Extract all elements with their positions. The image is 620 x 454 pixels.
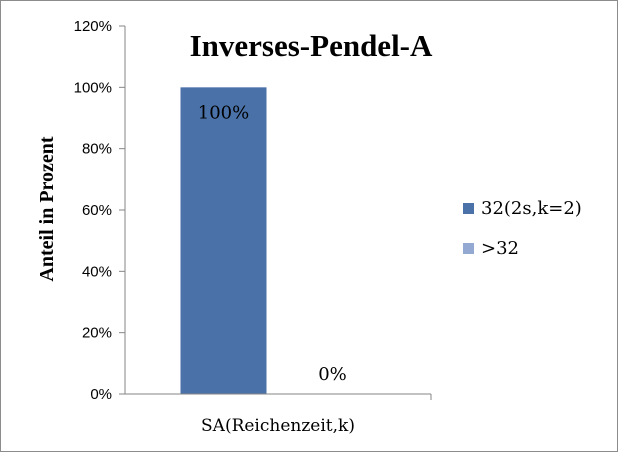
y-tick-label: 60% — [82, 202, 112, 219]
legend-swatch — [463, 203, 474, 214]
y-axis-label: Anteil in Prozent — [36, 136, 58, 282]
category-label: SA(Reichenzeit,k) — [201, 416, 355, 436]
legend: 32(2s,k=2) >32 — [463, 198, 582, 259]
data-label: 100% — [198, 102, 249, 123]
y-tick-label: 100% — [74, 79, 112, 96]
y-tick-label: 20% — [82, 325, 112, 342]
data-label: 0% — [318, 364, 347, 385]
chart-title: Inverses-Pendel-A — [190, 28, 433, 63]
bars: 100% 0% — [180, 87, 347, 394]
bar — [180, 87, 267, 394]
y-tick-label: 0% — [90, 386, 112, 403]
y-tick-label: 40% — [82, 263, 112, 280]
axes — [119, 26, 432, 400]
y-tick-label: 80% — [82, 141, 112, 158]
category-labels: SA(Reichenzeit,k) — [201, 416, 355, 436]
legend-label: 32(2s,k=2) — [481, 198, 582, 219]
legend-label: >32 — [481, 238, 519, 259]
y-tick-label: 120% — [74, 18, 112, 35]
y-axis-ticks: 0% 20% 40% 60% 80% 100% 120% — [74, 18, 125, 403]
legend-swatch — [463, 243, 474, 254]
